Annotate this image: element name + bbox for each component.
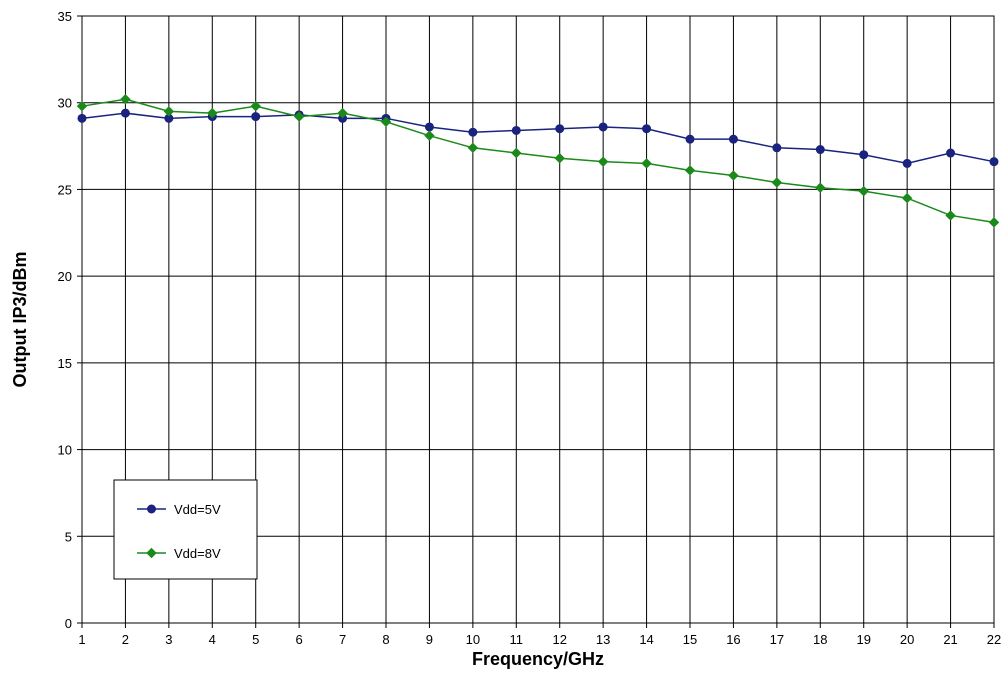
data-point — [771, 177, 783, 188]
data-point — [815, 145, 825, 155]
x-tick-label: 19 — [856, 632, 870, 647]
series-line — [81, 98, 995, 224]
x-tick-label: 8 — [382, 632, 389, 647]
y-tick-label: 30 — [58, 96, 72, 111]
data-point — [77, 113, 87, 123]
x-tick-labels: 1 2 3 4 5 6 7 8 9 10 11 12 13 14 15 16 17 18 19 20 21 22 — [78, 632, 1001, 647]
legend-marker — [146, 547, 157, 559]
data-point — [424, 122, 434, 132]
y-tick-label: 0 — [65, 616, 72, 631]
y-tick-label: 15 — [58, 356, 72, 371]
series-group — [76, 94, 1000, 228]
data-point — [207, 107, 218, 119]
x-tick-label: 6 — [296, 632, 303, 647]
data-point — [554, 153, 565, 164]
legend-items: Vdd=5V Vdd=8V — [137, 502, 221, 561]
x-tick-label: 7 — [339, 632, 346, 647]
y-tick-label: 5 — [65, 529, 72, 544]
data-point — [120, 94, 131, 105]
legend-box — [113, 479, 258, 580]
series-2 — [76, 94, 1000, 228]
x-axis-label: Frequency/GHz — [472, 649, 604, 669]
legend-marker — [147, 504, 156, 514]
data-point — [337, 107, 348, 119]
data-point — [424, 130, 435, 141]
x-tick-label: 11 — [510, 632, 524, 647]
y-tick-labels: 0 5 10 15 20 25 30 35 — [58, 9, 72, 631]
data-point — [902, 158, 912, 168]
y-tick-label: 35 — [58, 9, 72, 24]
x-tick-label: 15 — [683, 632, 697, 647]
x-tick-label: 22 — [987, 632, 1001, 647]
data-point — [728, 170, 739, 181]
data-point — [76, 100, 88, 112]
legend-label: Vdd=8V — [174, 546, 221, 561]
data-point — [642, 124, 652, 134]
data-point — [641, 158, 652, 169]
data-point — [598, 122, 608, 132]
x-tick-label: 1 — [78, 632, 85, 647]
x-tick-label: 21 — [943, 632, 957, 647]
data-point — [988, 217, 1000, 228]
x-tick-label: 9 — [426, 632, 433, 647]
x-tick-label: 17 — [770, 632, 784, 647]
series-1 — [77, 108, 999, 168]
x-tick-label: 16 — [726, 632, 740, 647]
legend: Vdd=5V Vdd=8V — [113, 479, 258, 580]
x-tick-label: 12 — [552, 632, 566, 647]
y-axis-label: Output IP3/dBm — [10, 252, 30, 388]
data-point — [163, 106, 175, 117]
x-tick-label: 13 — [596, 632, 610, 647]
data-point — [684, 165, 696, 176]
data-point — [989, 157, 999, 167]
data-point — [945, 210, 956, 221]
data-point — [120, 108, 130, 118]
x-tick-label: 2 — [122, 632, 129, 647]
data-point — [815, 182, 826, 193]
data-point — [511, 147, 522, 159]
data-point — [901, 192, 913, 204]
y-tick-label: 10 — [58, 443, 72, 458]
x-tick-label: 10 — [466, 632, 480, 647]
data-point — [685, 134, 695, 144]
data-point — [555, 124, 565, 134]
data-point — [946, 148, 956, 158]
legend-label: Vdd=5V — [174, 502, 221, 517]
series-line — [81, 112, 995, 165]
data-point — [728, 134, 738, 144]
data-point — [251, 112, 261, 122]
y-tick-label: 25 — [58, 182, 72, 197]
data-point — [859, 150, 869, 160]
x-tick-label: 18 — [813, 632, 827, 647]
data-point — [380, 116, 392, 127]
data-point — [772, 143, 782, 153]
y-tick-label: 20 — [58, 269, 72, 284]
data-point — [511, 125, 521, 135]
data-point — [293, 111, 305, 122]
x-tick-label: 20 — [900, 632, 914, 647]
x-tick-label: 4 — [209, 632, 216, 647]
data-point — [467, 142, 479, 154]
data-point — [250, 100, 261, 112]
x-tick-label: 3 — [165, 632, 172, 647]
data-point — [468, 127, 478, 137]
x-tick-label: 14 — [639, 632, 653, 647]
x-tick-label: 5 — [252, 632, 259, 647]
data-point — [858, 185, 869, 197]
plot-area-border — [81, 15, 995, 624]
data-point — [597, 156, 609, 167]
